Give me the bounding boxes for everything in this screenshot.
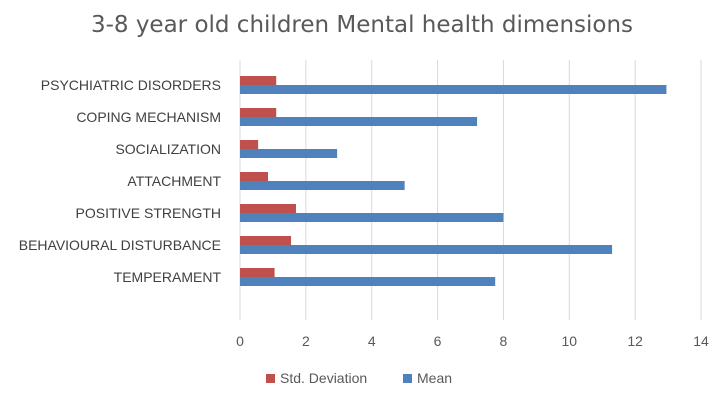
legend-label-std-deviation: Std. Deviation [280, 370, 367, 386]
category-label: SOCIALIZATION [115, 141, 221, 157]
chart-title: 3-8 year old children Mental health dime… [91, 12, 633, 38]
bars [240, 76, 667, 286]
x-tick-label: 6 [434, 333, 442, 349]
x-tick-label: 0 [236, 333, 244, 349]
category-labels: PSYCHIATRIC DISORDERS COPING MECHANISM SOC… [19, 77, 222, 285]
category-label: PSYCHIATRIC DISORDERS [41, 77, 221, 93]
bar-mean [240, 245, 613, 254]
bar-mean [240, 277, 496, 286]
bar-std-deviation [240, 108, 277, 117]
x-tick-label: 8 [500, 333, 508, 349]
bar-std-deviation [240, 236, 292, 245]
category-label: ATTACHMENT [127, 173, 221, 189]
bar-std-deviation [240, 204, 296, 213]
legend: Std. Deviation Mean [266, 370, 452, 386]
bar-mean [240, 85, 667, 94]
bar-std-deviation [240, 172, 268, 181]
bar-mean [240, 117, 478, 126]
category-label: TEMPERAMENT [114, 269, 222, 285]
bar-mean [240, 181, 405, 190]
x-tick-label: 2 [302, 333, 310, 349]
bar-std-deviation [240, 76, 277, 85]
x-tick-label: 4 [368, 333, 376, 349]
category-label: COPING MECHANISM [76, 109, 221, 125]
legend-swatch-std-deviation [266, 374, 275, 383]
bar-mean [240, 149, 338, 158]
x-tick-label: 12 [627, 333, 643, 349]
category-label: BEHAVIOURAL DISTURBANCE [19, 237, 221, 253]
category-label: POSITIVE STRENGTH [76, 205, 221, 221]
bar-mean [240, 213, 504, 222]
legend-swatch-mean [403, 374, 412, 383]
x-tick-label: 10 [561, 333, 577, 349]
bar-std-deviation [240, 140, 259, 149]
x-tick-labels: 0 2 4 6 8 10 12 14 [236, 333, 709, 349]
legend-label-mean: Mean [417, 370, 452, 386]
x-tick-label: 14 [693, 333, 709, 349]
bar-std-deviation [240, 268, 275, 277]
